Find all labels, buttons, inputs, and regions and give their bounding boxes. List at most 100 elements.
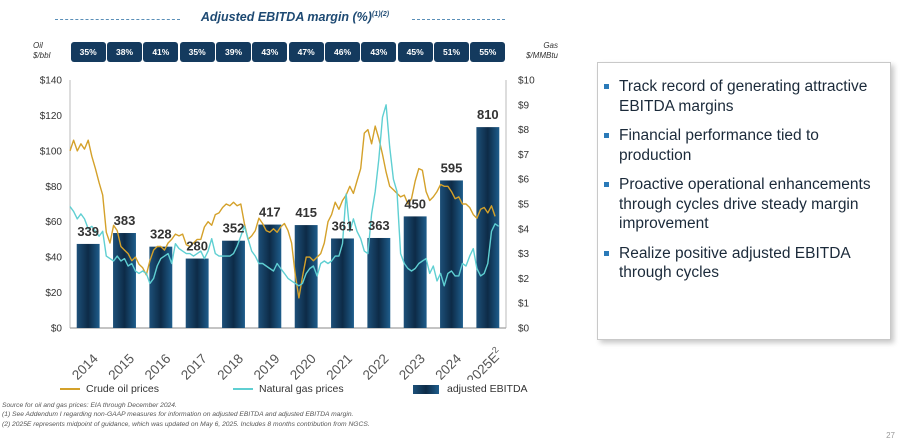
left-axis-tick-label: $60 [45,217,62,228]
ebitda-bar [149,246,173,328]
ebitda-data-label: 328 [150,227,172,242]
right-axis-tick-label: $2 [518,274,530,285]
title-rule-left [55,19,180,20]
ebitda-margin-box: 43% [361,42,397,62]
bullet-item: Financial performance tied to production [598,126,880,165]
left-axis-tick-label: $40 [45,253,62,264]
ebitda-data-label: 363 [368,218,390,233]
right-axis-tick-label: $0 [518,324,530,335]
ebitda-bar [476,127,500,329]
ebitda-margin-box: 43% [252,42,288,62]
bullet-item: Realize positive adjusted EBITDA through… [598,244,880,283]
ebitda-margin-box: 39% [216,42,251,62]
ebitda-data-label: 450 [404,196,426,211]
bullet-item: Track record of generating attractive EB… [598,77,880,116]
ebitda-bar [331,238,354,328]
ebitda-margin-box: 46% [325,42,360,62]
x-axis-tick-label: 2015 [105,351,137,380]
footnote-source: Source for oil and gas prices: EIA throu… [2,402,177,409]
bullet-text: Track record of generating attractive EB… [619,78,868,115]
chart-legend: Crude oil prices Natural gas prices adju… [0,383,560,397]
ebitda-data-label: 810 [477,107,499,122]
footnote-1: (1) See Addendum I regarding non-GAAP me… [2,411,354,419]
left-axis-tick-label: $100 [40,146,63,157]
gas-unit-label: Gas $/MMBtu [525,41,558,60]
ebitda-data-label: 352 [223,221,245,236]
footnote-2: (2) 2025E represents midpoint of guidanc… [2,420,370,428]
page-number: 27 [886,431,895,440]
footnotes: Source for oil and gas prices: EIA throu… [2,401,370,429]
ebitda-bar [222,240,245,328]
x-axis-tick-label: 2014 [69,351,101,380]
ebitda-bar [258,224,282,328]
legend-gas-swatch [233,388,253,390]
right-axis-tick-label: $5 [518,200,530,211]
right-axis-tick-label: $10 [518,76,535,87]
left-axis-tick-label: $120 [40,111,63,122]
ebitda-margin-box: 38% [107,42,142,62]
x-axis-tick-label: 2020 [287,351,319,380]
ebitda-bar [403,216,427,328]
ebitda-bar [185,258,209,328]
ebitda-margin-box: 51% [434,42,469,62]
bullet-text: Proactive operational enhancements throu… [619,176,871,232]
legend-oil-label: Crude oil prices [86,383,159,395]
ebitda-margin-box: 55% [470,42,506,62]
chart-title: Adjusted EBITDA margin (%)(1)(2) [200,10,390,24]
ebitda-data-label: 280 [186,239,208,254]
ebitda-data-label: 415 [295,205,317,220]
oil-unit-label: Oil $/bbl [33,41,51,60]
title-rule-right [412,19,505,20]
legend-ebitda-label: adjusted EBITDA [447,383,528,395]
x-axis-tick-label: 2025E2 [462,345,505,380]
right-axis-tick-label: $4 [518,224,530,235]
right-axis-tick-label: $3 [518,249,530,260]
legend-ebitda: adjusted EBITDA [413,383,528,395]
highlights-panel: Track record of generating attractive EB… [597,62,891,340]
x-axis-tick-label: 2017 [178,351,210,380]
legend-oil: Crude oil prices [60,383,159,395]
square-bullet-icon [604,133,609,138]
right-axis-tick-label: $9 [518,100,530,111]
ebitda-bar [367,237,391,328]
right-axis-tick-label: $7 [518,150,530,161]
ebitda-margin-box: 35% [179,42,215,62]
bullet-text: Realize positive adjusted EBITDA through… [619,244,850,282]
ebitda-bar [76,243,100,328]
x-axis-tick-label: 2024 [432,351,464,380]
ebitda-margin-box: 47% [288,42,324,62]
ebitda-data-label: 383 [114,213,136,228]
right-axis-tick-label: $8 [518,125,530,136]
natural-gas-price-line [69,104,500,287]
x-axis-tick-label: 2022 [360,351,392,380]
x-axis-tick-label: 2018 [214,351,246,380]
x-axis-tick-label: 2019 [251,351,283,380]
left-axis-tick-label: $0 [51,324,63,335]
ebitda-margin-box: 41% [143,42,179,62]
left-axis-tick-label: $80 [45,182,62,193]
square-bullet-icon [604,250,609,256]
ebitda-bar [113,233,136,328]
right-axis-tick-label: $6 [518,175,530,186]
x-axis-tick-label: 2021 [323,351,355,380]
square-bullet-icon [604,182,609,187]
ebitda-data-label: 595 [441,160,463,175]
ebitda-bar [294,225,318,328]
ebitda-bar [440,180,463,328]
crude-oil-price-line [69,125,496,299]
left-axis-tick-label: $20 [45,288,62,299]
x-axis-tick-label: 2023 [396,351,428,380]
ebitda-data-label: 339 [77,224,99,239]
bullet-text: Financial performance tied to production [619,127,819,164]
legend-oil-swatch [60,388,80,390]
ebitda-data-label: 361 [332,218,354,233]
square-bullet-icon [604,84,609,89]
legend-ebitda-swatch [413,384,439,394]
x-axis-tick-label: 2016 [142,351,174,380]
ebitda-data-label: 417 [259,205,281,220]
right-axis-tick-label: $1 [518,299,530,310]
left-axis-tick-label: $140 [40,76,63,87]
ebitda-margin-box: 35% [70,42,106,62]
legend-gas-label: Natural gas prices [259,383,344,395]
ebitda-chart: $0 $20 $40 $60 $80 $100 $120 $140 $0 $1 $2 $3 $4 $5 $6… [40,76,535,381]
